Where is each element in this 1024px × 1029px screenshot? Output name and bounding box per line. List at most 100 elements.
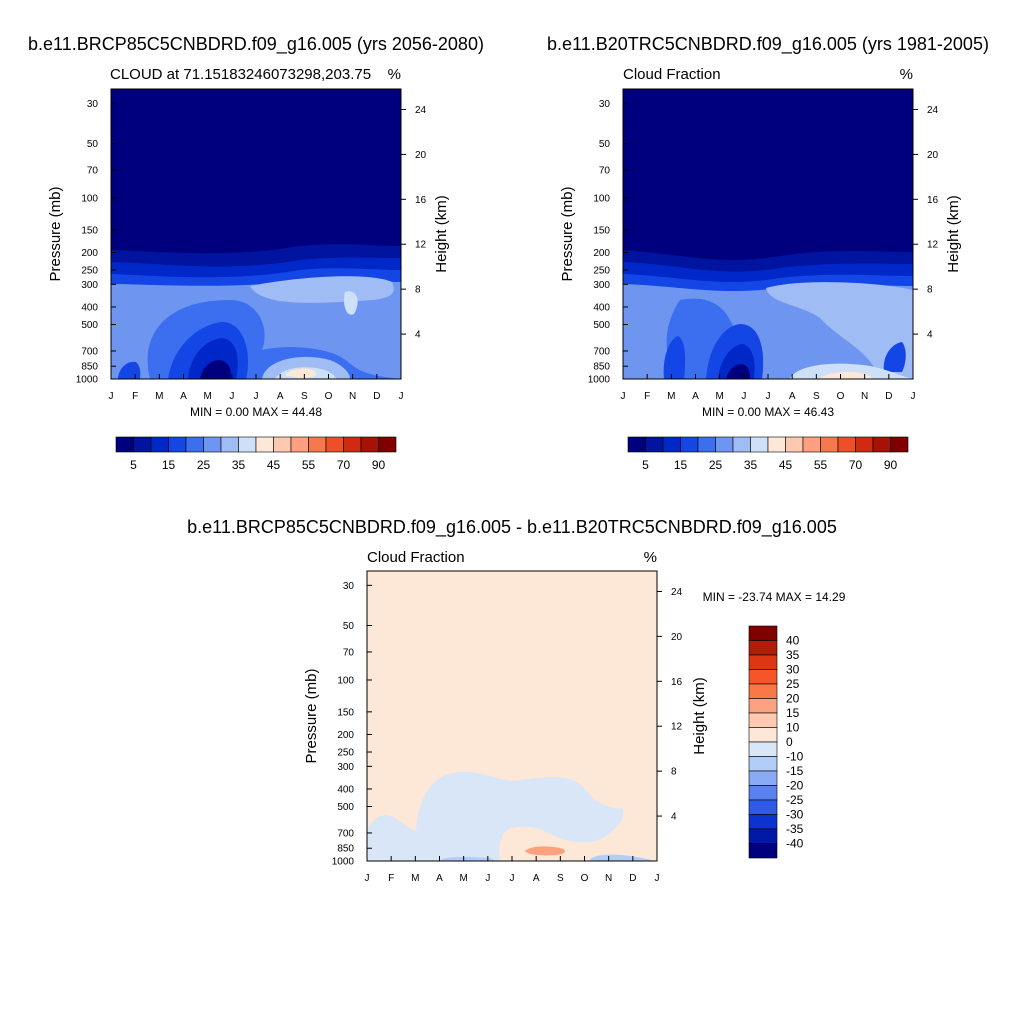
x-tick-label: J xyxy=(229,391,234,402)
colorbar-swatch xyxy=(748,799,778,815)
colorbar-swatch xyxy=(220,436,239,453)
y-tick-label: 250 xyxy=(593,266,610,277)
panel-3-ylabel: Pressure (mb) xyxy=(303,668,320,763)
x-tick-label: M xyxy=(203,391,211,402)
colorbar-label: 30 xyxy=(786,663,800,677)
y-tick-label: 150 xyxy=(593,225,610,236)
y-tick-label: 100 xyxy=(593,193,610,204)
y-right-tick-label: 24 xyxy=(415,105,427,116)
x-tick-label: M xyxy=(459,873,467,884)
panel-3-contour-pos-15 xyxy=(525,846,565,856)
panel-2-ylabel: Pressure (mb) xyxy=(559,186,576,281)
colorbar-swatch xyxy=(308,436,327,453)
colorbar-label: 90 xyxy=(372,458,386,472)
colorbar-swatch xyxy=(255,436,274,453)
colorbar-label: 5 xyxy=(130,458,137,472)
x-tick-label: A xyxy=(789,391,796,402)
colorbar-swatch xyxy=(360,436,379,453)
y-tick-label: 1000 xyxy=(76,375,99,386)
x-tick-label: M xyxy=(667,391,675,402)
x-tick-label: F xyxy=(388,873,394,884)
y-right-tick-label: 4 xyxy=(671,812,677,823)
y-right-tick-label: 4 xyxy=(415,330,421,341)
panel-1-minmax: MIN = 0.00 MAX = 44.48 xyxy=(190,405,322,419)
panel-2-minmax: MIN = 0.00 MAX = 46.43 xyxy=(702,405,834,419)
colorbar-swatch xyxy=(748,654,778,670)
colorbar-label: 70 xyxy=(849,458,863,472)
panel-1-y-ticks-right: 24 20 16 12 8 4 xyxy=(401,105,427,341)
x-tick-label: D xyxy=(629,873,636,884)
x-tick-label: J xyxy=(485,873,490,884)
y-tick-label: 1000 xyxy=(332,857,355,868)
y-tick-label: 700 xyxy=(81,346,98,357)
colorbar-swatch xyxy=(750,436,769,453)
colorbar-label: 25 xyxy=(786,677,800,691)
colorbar-swatch xyxy=(203,436,222,453)
colorbar-swatch xyxy=(325,436,344,453)
colorbar-label: -25 xyxy=(786,793,804,807)
y-tick-label: 30 xyxy=(87,99,99,110)
y-tick-label: 100 xyxy=(337,675,354,686)
colorbar-swatch xyxy=(748,683,778,699)
colorbar-label: -30 xyxy=(786,808,804,822)
y-right-tick-label: 16 xyxy=(415,195,427,206)
colorbar-label: 20 xyxy=(786,692,800,706)
x-tick-label: M xyxy=(411,873,419,884)
panel-1-contour-30-upper xyxy=(250,276,394,303)
y-right-tick-label: 8 xyxy=(671,767,677,778)
y-tick-label: 500 xyxy=(81,320,98,331)
y-tick-label: 200 xyxy=(593,248,610,259)
panel-3-plot-area xyxy=(366,570,658,862)
panel-2-contour-right-low xyxy=(883,342,906,372)
colorbar-swatch xyxy=(645,436,664,453)
y-tick-label: 30 xyxy=(599,99,611,110)
colorbar-swatch xyxy=(802,436,821,453)
x-tick-label: O xyxy=(837,391,845,402)
y-tick-label: 300 xyxy=(593,280,610,291)
y-tick-label: 400 xyxy=(337,784,354,795)
y-tick-label: 30 xyxy=(343,581,355,592)
colorbar-swatch xyxy=(662,436,681,453)
colorbar-swatch xyxy=(748,698,778,714)
x-tick-label: N xyxy=(861,391,868,402)
colorbar-label: 25 xyxy=(197,458,211,472)
colorbar-swatch xyxy=(732,436,751,453)
colorbar-label: 40 xyxy=(786,634,800,648)
colorbar-swatch xyxy=(748,828,778,844)
panel-2-plot-area xyxy=(622,88,914,380)
colorbar-label: 15 xyxy=(162,458,176,472)
y-tick-label: 50 xyxy=(599,139,611,150)
panel-3-minmax: MIN = -23.74 MAX = 14.29 xyxy=(703,590,846,604)
x-tick-label: N xyxy=(349,391,356,402)
colorbar-label: -10 xyxy=(786,750,804,764)
colorbar-swatch xyxy=(748,625,778,641)
x-tick-label: M xyxy=(155,391,163,402)
panel-1-ylabel: Pressure (mb) xyxy=(47,186,64,281)
y-tick-label: 500 xyxy=(593,320,610,331)
y-right-tick-label: 4 xyxy=(927,330,933,341)
colorbar-swatch xyxy=(820,436,839,453)
y-right-tick-label: 20 xyxy=(415,150,427,161)
colorbar-swatch xyxy=(748,843,778,859)
panel-1-contour-35-upper xyxy=(344,291,358,315)
colorbar-swatch xyxy=(748,712,778,728)
colorbar-swatch xyxy=(273,436,292,453)
panel-2-contour-30 xyxy=(766,282,913,379)
panel-1-y-ticks: 30 50 70 100 150 200 250 300 400 500 700 850 1000 xyxy=(76,99,116,386)
panel-1-subtitle-right: % xyxy=(388,66,401,83)
colorbar-label: 15 xyxy=(786,706,800,720)
colorbar-label: 0 xyxy=(786,735,793,749)
x-tick-label: M xyxy=(715,391,723,402)
panel-3-subtitle-right: % xyxy=(644,549,657,566)
panel-3-y-ticks: 30 50 70 100 150 200 250 300 400 500 700 850 1000 xyxy=(332,581,372,868)
panel-3-title: b.e11.BRCP85C5CNBDRD.f09_g16.005 - b.e11… xyxy=(187,517,837,538)
y-tick-label: 200 xyxy=(337,730,354,741)
panel-2-subtitle-right: % xyxy=(900,66,913,83)
panel-2-subtitle-left: Cloud Fraction xyxy=(623,66,721,83)
panel-1: b.e11.BRCP85C5CNBDRD.f09_g16.005 (yrs 20… xyxy=(28,34,484,472)
